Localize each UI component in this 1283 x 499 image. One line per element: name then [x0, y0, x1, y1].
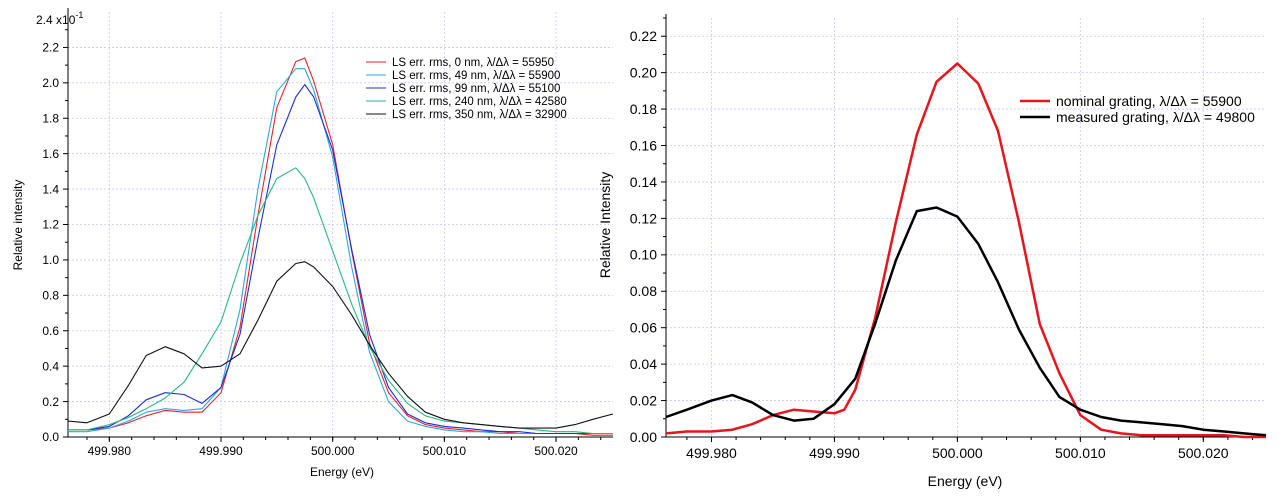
x-tick-label: 500.010 [423, 444, 467, 458]
left-chart-panel: 2.4 x10-1 Energy (eV) Relative intensity… [11, 8, 614, 479]
left-y-multiplier-label: 2.4 x10-1 [36, 10, 83, 27]
x-tick-label: 499.990 [809, 445, 860, 461]
y-tick-label: 2.2 [42, 41, 59, 55]
y-tick-label: 0.20 [630, 65, 657, 81]
y-tick-label: 0.16 [630, 137, 657, 153]
series-line-4 [68, 167, 613, 435]
y-tick-label: 0.18 [630, 101, 657, 117]
legend-entry-label: LS err. rms, 240 nm, λ/Δλ = 42580 [392, 96, 567, 108]
y-tick-label: 1.0 [42, 253, 59, 267]
x-tick-label: 499.980 [88, 444, 132, 458]
y-tick-label: 1.2 [42, 218, 59, 232]
y-tick-label: 0.04 [630, 356, 657, 372]
right-chart-panel: Energy (eV) Relative Intensity 0.00 0.02 0… [597, 14, 1267, 489]
y-tick-label: 2.0 [42, 76, 59, 90]
x-tick-label: 500.020 [1178, 445, 1229, 461]
y-tick-label: 1.4 [42, 182, 59, 196]
right-y-axis-label: Relative Intensity [597, 172, 613, 279]
legend-entry-label: LS err. rms, 0 nm, λ/Δλ = 55950 [392, 57, 554, 69]
x-tick-label: 499.990 [199, 444, 243, 458]
legend-entry-label: measured grating, λ/Δλ = 49800 [1056, 109, 1255, 125]
x-tick-label: 500.010 [1055, 445, 1106, 461]
y-tick-label: 0.22 [630, 28, 657, 44]
legend-entry-label: LS err. rms, 49 nm, λ/Δλ = 55900 [392, 70, 560, 82]
series-line-2 [68, 68, 613, 435]
y-tick-label: 0.4 [42, 359, 59, 373]
y-tick-label: 0.08 [630, 283, 657, 299]
x-tick-label: 500.020 [534, 444, 578, 458]
y-tick-label: 0.02 [630, 392, 657, 408]
y-tick-label: 0.2 [42, 395, 59, 409]
y-tick-label: 0.06 [630, 320, 657, 336]
left-x-axis-label: Energy (eV) [310, 465, 374, 479]
y-tick-label: 0.14 [630, 174, 657, 190]
y-tick-label: 0.12 [630, 210, 657, 226]
x-tick-label: 499.980 [686, 445, 737, 461]
series-line-2 [665, 206, 1267, 437]
legend-entry-label: nominal grating, λ/Δλ = 55900 [1056, 93, 1242, 109]
legend-entry-label: LS err. rms, 350 nm, λ/Δλ = 32900 [392, 109, 567, 121]
y-tick-label: 0.00 [630, 429, 657, 445]
y-tick-label: 0.10 [630, 247, 657, 263]
x-tick-label: 500.000 [932, 445, 983, 461]
y-tick-label: 0.0 [42, 430, 59, 444]
y-tick-label: 0.8 [42, 289, 59, 303]
left-y-axis-label: Relative intensity [11, 180, 25, 271]
legend-entry-label: LS err. rms, 99 nm, λ/Δλ = 55100 [392, 83, 560, 95]
y-tick-label: 1.8 [42, 111, 59, 125]
series-line-3 [68, 84, 613, 435]
right-x-axis-label: Energy (eV) [928, 473, 1003, 489]
y-tick-label: 0.6 [42, 324, 59, 338]
x-tick-label: 500.000 [311, 444, 355, 458]
series-line-5 [67, 261, 614, 429]
y-tick-label: 1.6 [42, 147, 59, 161]
